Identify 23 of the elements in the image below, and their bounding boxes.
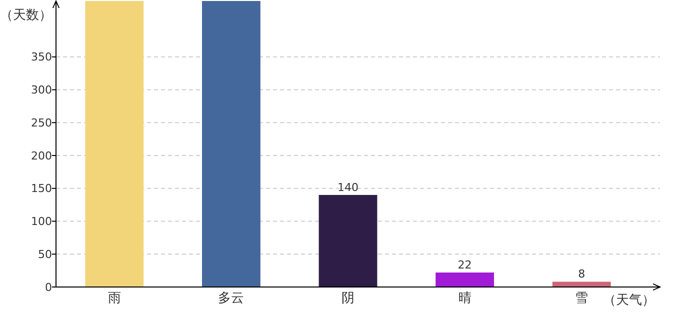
data-label: 22 bbox=[458, 258, 472, 272]
y-tick-label: 300 bbox=[31, 84, 52, 97]
y-tick-label: 100 bbox=[31, 215, 52, 228]
bar bbox=[318, 194, 378, 287]
y-axis-title: （天数） bbox=[0, 8, 52, 23]
x-tick-label: 雨 bbox=[108, 291, 121, 306]
y-tick-label: 250 bbox=[31, 116, 52, 130]
y-tick-label: 150 bbox=[31, 182, 52, 196]
y-tick-label: 200 bbox=[31, 149, 52, 162]
bar bbox=[436, 272, 494, 287]
x-axis-title: （天气） bbox=[603, 293, 655, 308]
y-tick-label: 50 bbox=[38, 248, 52, 261]
x-tick-label: 多云 bbox=[218, 291, 244, 306]
y-tick-label: 350 bbox=[31, 50, 52, 64]
x-tick-label: 阴 bbox=[342, 291, 354, 306]
bar bbox=[552, 282, 611, 287]
bar bbox=[202, 1, 260, 287]
bar bbox=[85, 1, 144, 287]
x-tick-label: 雪 bbox=[575, 291, 588, 306]
x-tick-label: 晴 bbox=[458, 291, 472, 306]
data-label: 8 bbox=[578, 268, 586, 281]
y-tick-label: 0 bbox=[45, 280, 52, 294]
data-label: 140 bbox=[338, 180, 358, 194]
